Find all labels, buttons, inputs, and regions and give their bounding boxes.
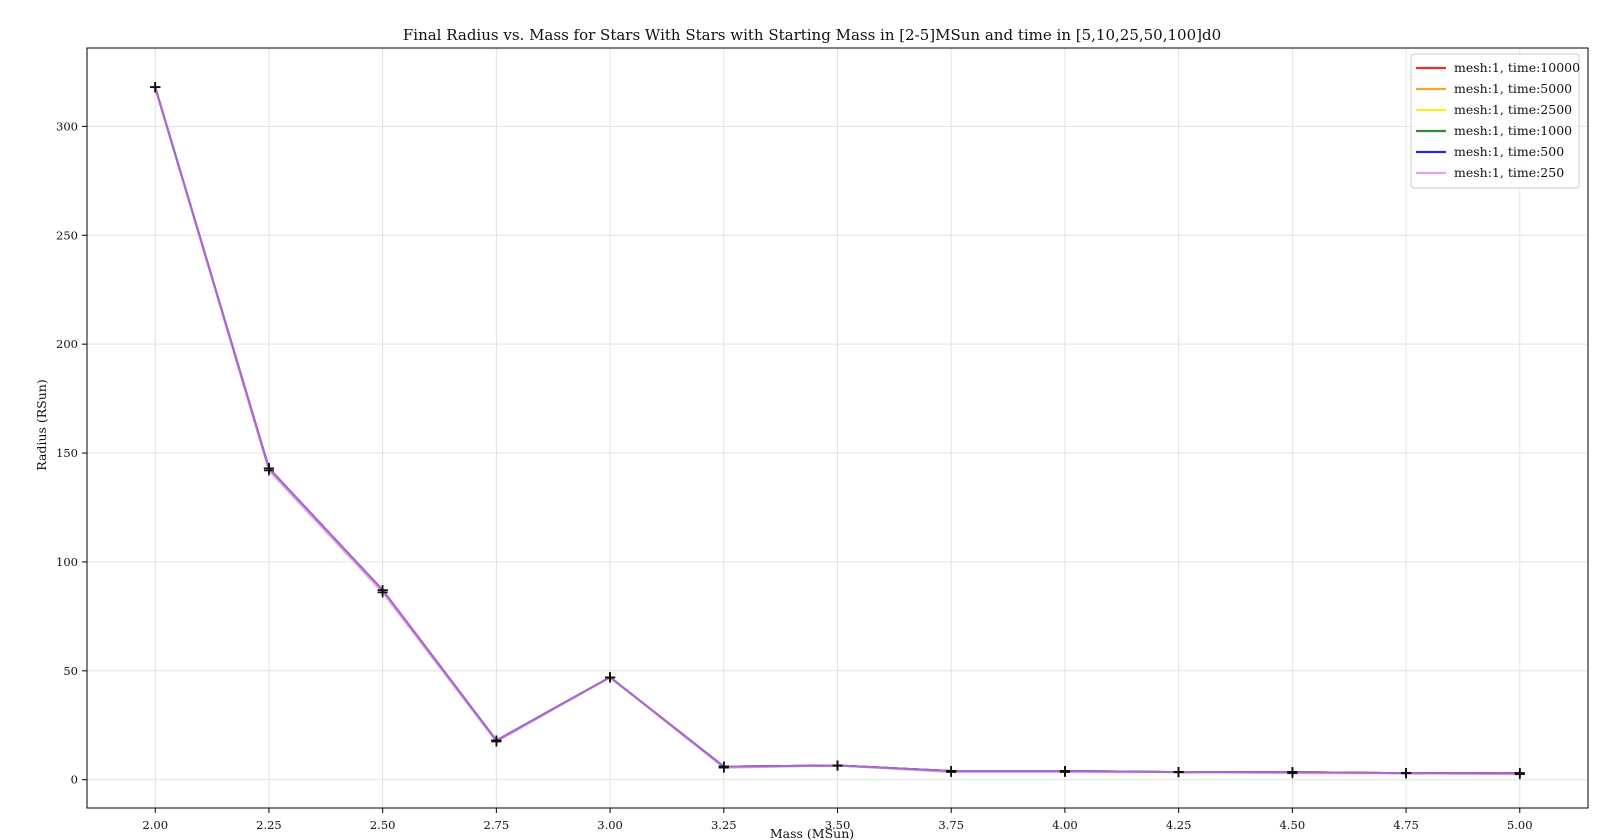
- x-tick-label: 3.50: [825, 818, 851, 832]
- x-tick-label: 3.75: [938, 818, 964, 832]
- legend-entry: mesh:1, time:1000: [1416, 123, 1572, 138]
- legend-label: mesh:1, time:250: [1454, 165, 1564, 180]
- legend-label: mesh:1, time:10000: [1454, 60, 1580, 75]
- data-markers: [150, 82, 1525, 780]
- y-tick-label: 300: [56, 119, 78, 133]
- x-tick-label: 2.50: [370, 818, 396, 832]
- legend-label: mesh:1, time:2500: [1454, 102, 1572, 117]
- x-tick-label: 2.75: [484, 818, 510, 832]
- x-tick-label: 4.50: [1280, 818, 1306, 832]
- legend-entry: mesh:1, time:10000: [1416, 60, 1580, 75]
- data-point-marker: [605, 672, 616, 683]
- x-axis-label: Mass (MSun): [770, 826, 854, 840]
- legend-entry: mesh:1, time:250: [1416, 165, 1564, 180]
- x-tick-label: 2.00: [142, 818, 168, 832]
- y-tick-label: 200: [56, 337, 78, 351]
- legend-entry: mesh:1, time:500: [1416, 144, 1564, 159]
- data-point-marker: [150, 82, 161, 93]
- x-tick-label: 4.25: [1166, 818, 1192, 832]
- legend-label: mesh:1, time:1000: [1454, 123, 1572, 138]
- x-axis: 2.00 2.25 2.50 2.75 3.00 3.25 3.50 3.75 4.00 4.25…: [142, 808, 1533, 832]
- y-tick-label: 0: [71, 773, 78, 787]
- legend-label: mesh:1, time:5000: [1454, 81, 1572, 96]
- y-tick-label: 50: [63, 664, 78, 678]
- data-point-marker: [377, 587, 388, 598]
- y-tick-label: 250: [56, 228, 78, 242]
- data-point-marker: [1059, 767, 1070, 778]
- y-tick-label: 100: [56, 555, 78, 569]
- data-point-marker: [1287, 768, 1298, 779]
- data-point-marker: [1173, 767, 1184, 778]
- legend-box: [1410, 53, 1580, 189]
- x-tick-label: 4.75: [1393, 818, 1419, 832]
- data-point-marker: [718, 762, 729, 773]
- x-tick-label: 4.00: [1052, 818, 1078, 832]
- y-axis-label: Radius (RSun): [34, 379, 49, 470]
- data-point-marker: [1401, 768, 1412, 779]
- legend: mesh:1, time:10000 mesh:1, time:5000 mesh:…: [1410, 53, 1580, 189]
- x-tick-label: 2.25: [256, 818, 282, 832]
- y-axis: 0 50 100 150 200 250 300: [56, 119, 87, 787]
- legend-entry: mesh:1, time:5000: [1416, 81, 1572, 96]
- data-point-marker: [832, 760, 843, 771]
- legend-label: mesh:1, time:500: [1454, 144, 1564, 159]
- grid: [87, 48, 1588, 808]
- y-tick-label: 150: [56, 446, 78, 460]
- x-tick-label: 3.00: [597, 818, 623, 832]
- legend-entry: mesh:1, time:2500: [1416, 102, 1572, 117]
- data-point-marker: [263, 465, 274, 476]
- x-tick-label: 5.00: [1507, 818, 1533, 832]
- data-point-marker: [1514, 769, 1525, 780]
- chart-title: Final Radius vs. Mass for Stars With Sta…: [403, 26, 1221, 44]
- x-tick-label: 3.25: [711, 818, 737, 832]
- data-point-marker: [491, 736, 502, 747]
- data-point-marker: [946, 767, 957, 778]
